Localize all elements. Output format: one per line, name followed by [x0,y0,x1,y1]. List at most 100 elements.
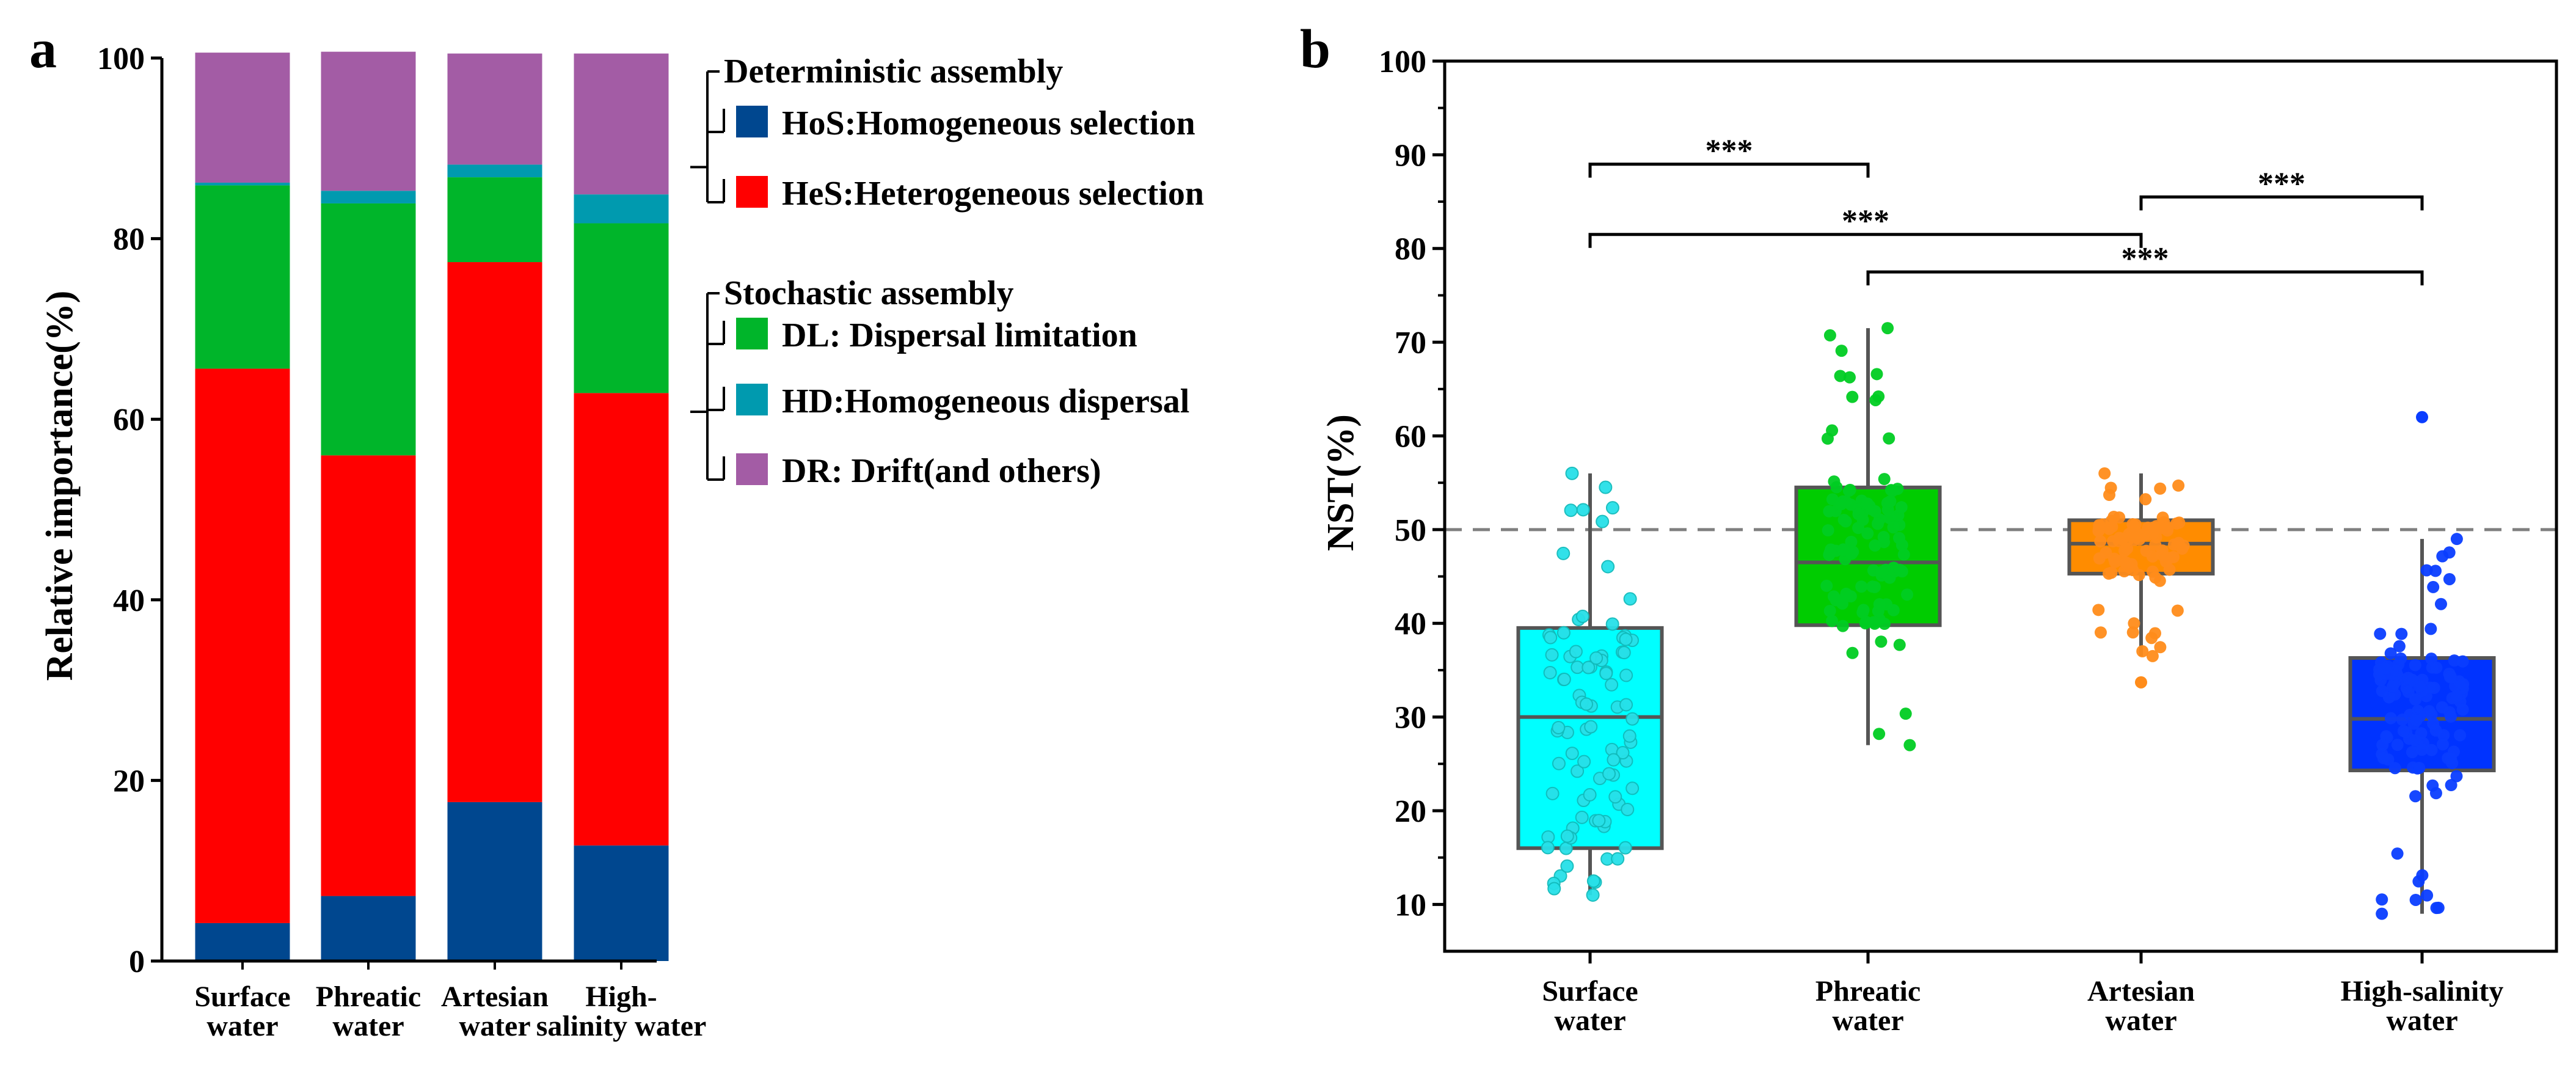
data-point [1607,753,1621,767]
y-tick-label: 100 [1379,45,1426,79]
data-point [2107,552,2120,565]
x-tick-label: salinity water [536,1010,707,1042]
data-point [1899,707,1912,720]
data-point [1592,814,1606,828]
data-point [2098,467,2111,480]
bar-hos-3 [447,802,542,961]
data-point [1856,513,1869,526]
data-point [1835,345,1848,357]
data-point [1575,609,1589,623]
box-2 [1794,322,1942,751]
data-point [2094,535,2107,547]
outlier-point [2416,411,2428,423]
data-point [2406,746,2418,759]
data-point [1584,720,1598,734]
data-point [2384,712,2397,725]
data-point [1602,767,1616,781]
data-point [2376,893,2388,906]
data-point [1608,790,1622,804]
data-point [2425,623,2437,635]
data-point [1826,493,1839,506]
data-point [1893,638,1906,651]
data-point [1872,390,1885,403]
y-tick-label: 40 [113,583,145,618]
data-point [1586,888,1600,902]
data-point [2171,604,2184,617]
data-point [1601,560,1615,574]
data-point [1821,432,1834,445]
data-point [1823,505,1836,517]
data-point [1878,473,1891,486]
data-point [1599,480,1613,494]
data-point [2149,538,2162,551]
significance-bracket [1588,233,2143,248]
data-point [2425,652,2438,665]
data-point [1541,841,1555,855]
data-point [1623,592,1637,606]
data-point [2425,744,2438,756]
data-point [1626,781,1640,795]
data-point [2456,655,2469,668]
data-point [2154,482,2167,495]
data-point [2121,542,2134,555]
panel-label-a: a [29,19,57,79]
data-point [2136,645,2149,657]
points [2092,467,2190,689]
bar-hes-1 [195,368,290,923]
data-point [1545,648,1559,662]
data-point [1583,788,1597,802]
data-point [2450,770,2463,783]
data-point [2393,640,2406,652]
data-point [2427,580,2440,593]
data-point [2125,526,2138,539]
legend-item-hd: HD:Homogeneous dispersal [782,382,1189,420]
data-point [2454,729,2467,742]
data-point [1845,535,1858,548]
data-point [1870,368,1883,381]
y-tick-label: 80 [113,222,145,257]
data-point [1892,532,1905,544]
data-point [1611,852,1625,866]
data-point [1901,588,1914,601]
data-point [2395,627,2408,640]
panel-b-box-plot: b NST(%) 102030405060708090100Surfacewat… [1300,19,2558,1037]
data-point [2126,626,2139,639]
data-point [2172,479,2185,492]
data-point [1883,432,1896,445]
data-point [1605,678,1619,692]
outlier-point [2135,676,2147,689]
data-point [1887,521,1900,534]
data-point [1837,544,1850,557]
bar-dl-3 [447,177,542,263]
data-point [1836,620,1849,632]
data-point [1618,841,1632,855]
data-point [1544,631,1558,645]
data-point [2374,627,2387,640]
data-point [1579,697,1593,711]
bar-dl-1 [195,185,290,369]
data-point [2391,847,2404,860]
data-point [1586,874,1600,888]
bar-hd-2 [321,191,416,203]
data-point [2387,680,2399,693]
box-3 [2067,467,2215,689]
data-point [1855,580,1868,593]
data-point [1575,810,1589,824]
data-point [2456,703,2469,716]
data-point [2094,626,2107,639]
data-point [2092,525,2105,538]
data-point [2450,690,2463,703]
data-point [1844,483,1856,496]
x-tick-label: Surface [194,981,290,1013]
data-point [1869,539,1881,552]
box-4 [2348,411,2496,920]
bar-hos-1 [195,923,290,961]
box-iqr [2067,518,2215,576]
axes: SurfacewaterPhreaticwaterArtesianwaterHi… [97,42,706,1042]
y-tick-label: 60 [113,403,145,437]
data-point [2155,522,2168,535]
legend-group-title: Deterministic assembly [724,53,1063,90]
data-point [2376,685,2388,698]
data-point [2437,729,2450,742]
